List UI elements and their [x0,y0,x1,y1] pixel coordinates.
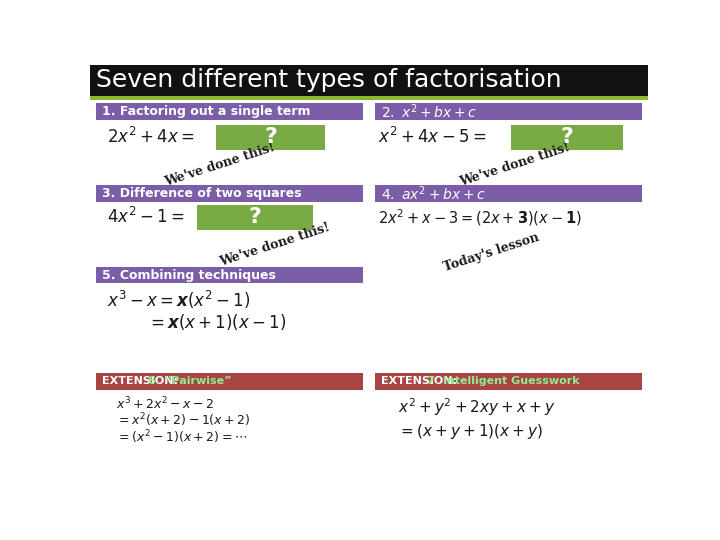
Text: $= (x + y + 1)(x + y)$: $= (x + y + 1)(x + y)$ [398,422,544,441]
Text: $2.\ x^2 + bx + c$: $2.\ x^2 + bx + c$ [381,103,477,121]
FancyBboxPatch shape [90,96,648,100]
Text: ?: ? [561,127,573,147]
Text: $x^3 + 2x^2 - x - 2$: $x^3 + 2x^2 - x - 2$ [117,395,215,412]
FancyBboxPatch shape [216,125,325,150]
FancyBboxPatch shape [375,185,642,202]
Text: Today's lesson: Today's lesson [442,231,541,274]
Text: $= x^2(x+2) - 1(x+2)$: $= x^2(x+2) - 1(x+2)$ [117,411,251,429]
FancyBboxPatch shape [197,205,313,229]
Text: $x^3 - x = \boldsymbol{x}(x^2-1)$: $x^3 - x = \boldsymbol{x}(x^2-1)$ [107,289,251,312]
Text: ?: ? [248,207,261,227]
FancyBboxPatch shape [90,65,648,96]
FancyBboxPatch shape [375,373,642,390]
FancyBboxPatch shape [375,103,642,120]
Text: We've done this!: We've done this! [163,141,277,189]
Text: Seven different types of factorisation: Seven different types of factorisation [96,68,562,92]
Text: ?: ? [264,127,277,147]
FancyBboxPatch shape [96,185,363,202]
FancyBboxPatch shape [510,125,624,150]
Text: $2x^2 + x - 3 = (2x + \mathbf{3})(x - \mathbf{1})$: $2x^2 + x - 3 = (2x + \mathbf{3})(x - \m… [378,207,582,228]
Text: 6. “Pairwise”: 6. “Pairwise” [148,376,232,386]
FancyBboxPatch shape [96,103,363,120]
Text: We've done this!: We've done this! [217,221,331,269]
FancyBboxPatch shape [96,267,363,284]
Text: $x^2 + y^2 + 2xy + x + y$: $x^2 + y^2 + 2xy + x + y$ [398,396,556,417]
Text: 3. Difference of two squares: 3. Difference of two squares [102,187,301,200]
Text: $2x^2 + 4x =$: $2x^2 + 4x =$ [107,127,194,147]
FancyBboxPatch shape [96,373,363,390]
Text: 5. Combining techniques: 5. Combining techniques [102,268,276,281]
Text: EXTENSION:: EXTENSION: [102,376,181,386]
Text: $= (x^2-1)(x+2) = \cdots$: $= (x^2-1)(x+2) = \cdots$ [117,429,248,446]
Text: $= \boldsymbol{x}(x+1)(x-1)$: $= \boldsymbol{x}(x+1)(x-1)$ [148,312,287,332]
Text: $x^2 + 4x - 5 =$: $x^2 + 4x - 5 =$ [378,127,487,147]
Text: 7. Intelligent Guesswork: 7. Intelligent Guesswork [427,376,580,386]
Text: 1. Factoring out a single term: 1. Factoring out a single term [102,105,310,118]
Text: EXTENSION:: EXTENSION: [381,376,461,386]
Text: $4.\ ax^2 + bx + c$: $4.\ ax^2 + bx + c$ [381,184,485,202]
Text: We've done this!: We've done this! [458,141,572,189]
Text: $4x^2 - 1 =$: $4x^2 - 1 =$ [107,207,184,227]
